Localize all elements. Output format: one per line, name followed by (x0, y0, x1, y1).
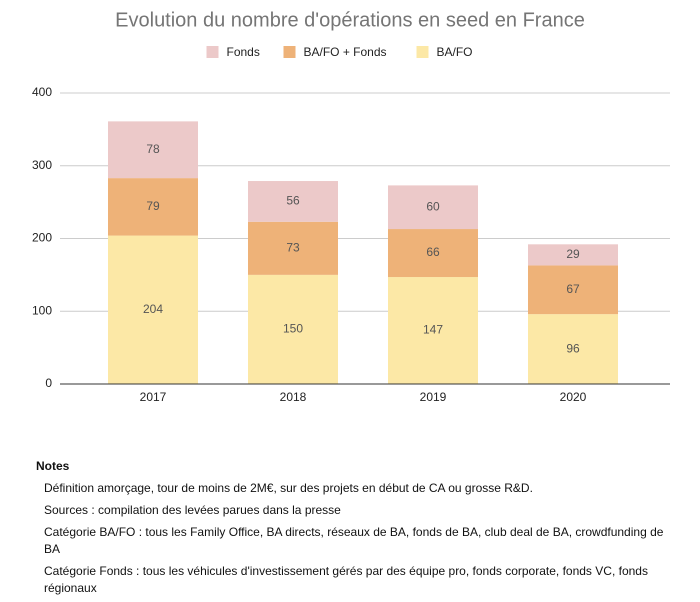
note-line: Catégorie BA/FO : tous les Family Office… (44, 525, 664, 556)
x-tick-label: 2019 (420, 390, 447, 404)
value-label: 66 (426, 245, 440, 259)
value-label: 96 (566, 341, 580, 355)
chart-title: Evolution du nombre d'opérations en seed… (115, 9, 585, 31)
value-label: 60 (426, 199, 440, 213)
value-label: 204 (143, 302, 163, 316)
note-line: Catégorie Fonds : tous les véhicules d'i… (44, 564, 648, 595)
note-line: Définition amorçage, tour de moins de 2M… (44, 481, 533, 495)
legend-label: Fonds (227, 45, 260, 59)
bar-segment (388, 229, 478, 278)
chart: Evolution du nombre d'opérations en seed… (32, 9, 670, 404)
x-tick-label: 2020 (560, 390, 587, 404)
legend-label: BA/FO + Fonds (304, 45, 387, 59)
y-tick-label: 300 (32, 158, 52, 172)
notes: Notes Définition amorçage, tour de moins… (36, 458, 666, 602)
value-label: 73 (286, 240, 300, 254)
value-label: 67 (566, 282, 580, 296)
bar-segment (388, 277, 478, 384)
y-tick-label: 400 (32, 85, 52, 99)
bar-segment (528, 314, 618, 384)
bar-segment (108, 235, 198, 384)
value-label: 79 (146, 199, 160, 213)
note-line: Sources : compilation des levées parues … (44, 503, 341, 517)
x-tick-label: 2018 (280, 390, 307, 404)
bar-segment (248, 181, 338, 222)
y-tick-label: 100 (32, 303, 52, 317)
value-label: 56 (286, 194, 300, 208)
legend-swatch (206, 46, 219, 58)
value-label: 29 (566, 247, 580, 261)
y-tick-label: 0 (45, 376, 52, 390)
y-tick-label: 200 (32, 231, 52, 245)
legend-swatch (416, 46, 429, 58)
legend-label: BA/FO (437, 45, 473, 59)
value-label: 150 (283, 322, 303, 336)
bar-segment (108, 178, 198, 236)
bar-segment (528, 265, 618, 315)
legend-swatch (283, 46, 296, 58)
bar-segment (108, 121, 198, 179)
value-label: 147 (423, 323, 443, 337)
bar-segment (248, 274, 338, 384)
bar-segment (528, 244, 618, 266)
bar-segment (248, 221, 338, 275)
value-label: 78 (146, 142, 160, 156)
notes-title: Notes (36, 459, 70, 473)
x-tick-label: 2017 (140, 390, 167, 404)
bar-segment (388, 185, 478, 230)
